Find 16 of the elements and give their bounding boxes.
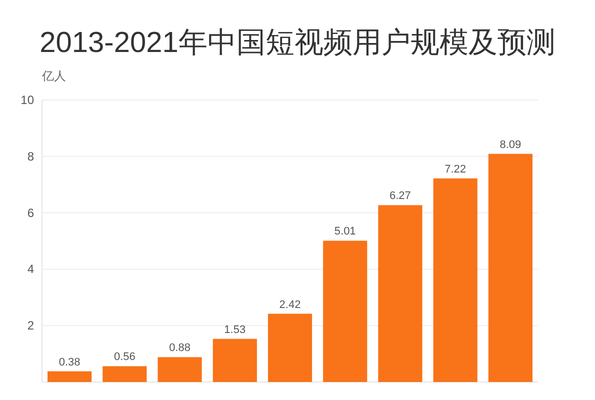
data-label: 0.88 — [169, 342, 190, 354]
data-label: 6.27 — [390, 190, 411, 202]
y-tick-label: 6 — [27, 206, 34, 220]
chart-title: 2013-2021年中国短视频用户规模及预测 — [40, 27, 556, 59]
data-label: 1.53 — [224, 324, 246, 336]
y-axis-title: 亿人 — [41, 69, 66, 83]
y-tick-label: 10 — [20, 93, 34, 107]
data-label: 8.09 — [500, 138, 522, 151]
data-label: 5.01 — [334, 226, 356, 238]
data-label: 0.38 — [58, 356, 80, 368]
y-tick-label: 8 — [27, 149, 34, 164]
y-tick-label: 4 — [27, 262, 34, 276]
data-label: 7.22 — [444, 163, 466, 176]
y-tick-label: 2 — [27, 318, 34, 333]
data-label: 2.42 — [279, 298, 301, 311]
data-label: 0.56 — [114, 351, 136, 364]
